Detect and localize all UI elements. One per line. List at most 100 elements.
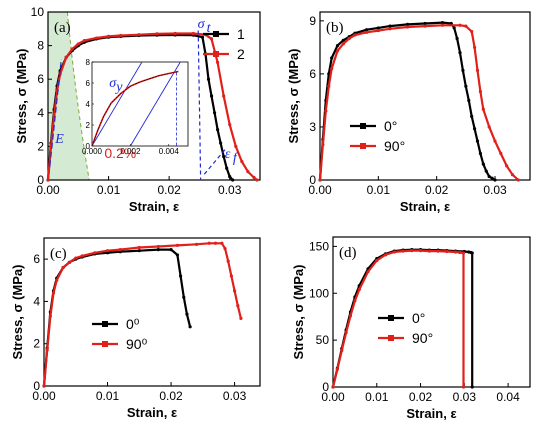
data-point bbox=[440, 21, 445, 25]
x-tick-label: 0.01 bbox=[365, 390, 389, 404]
inset-curve-overlay bbox=[91, 71, 179, 147]
inset-elastic-line bbox=[91, 61, 143, 147]
panel-label: (b) bbox=[326, 20, 344, 36]
data-point bbox=[324, 109, 328, 113]
x-tick-label: 0.01 bbox=[367, 183, 391, 197]
data-point bbox=[478, 151, 483, 156]
y-tick-label: 2 bbox=[33, 337, 40, 351]
data-point bbox=[375, 258, 379, 263]
data-point bbox=[478, 89, 483, 94]
data-point bbox=[156, 248, 160, 252]
data-point bbox=[330, 56, 334, 60]
y-tick-label: 100 bbox=[309, 286, 329, 300]
x-tick-label: 0.02 bbox=[425, 183, 449, 197]
data-point bbox=[423, 24, 427, 28]
data-point bbox=[405, 22, 410, 26]
series-line bbox=[318, 24, 520, 181]
data-point bbox=[493, 139, 497, 143]
x-tick-label: 0.00 bbox=[36, 183, 60, 197]
x-axis-label: Strain, ε bbox=[127, 405, 177, 420]
data-point bbox=[341, 38, 345, 42]
data-point bbox=[357, 287, 361, 292]
inset-y-tick-label: 6 bbox=[86, 79, 91, 88]
data-point bbox=[76, 42, 80, 46]
x-tick-label: 0.00 bbox=[308, 183, 332, 197]
data-point bbox=[232, 289, 237, 293]
data-point bbox=[410, 248, 414, 253]
inset-offset-line bbox=[130, 61, 181, 147]
series-line bbox=[42, 242, 242, 387]
data-point bbox=[340, 348, 344, 353]
data-point bbox=[418, 248, 423, 253]
data-point bbox=[155, 32, 159, 36]
data-point bbox=[119, 33, 123, 38]
data-point bbox=[229, 274, 234, 278]
series-line bbox=[42, 248, 192, 387]
data-point bbox=[335, 44, 340, 48]
y-tick-label: 4 bbox=[37, 106, 44, 120]
plot-frame bbox=[332, 236, 531, 388]
legend-swatch-marker bbox=[360, 123, 366, 129]
data-point bbox=[388, 27, 392, 31]
data-point bbox=[48, 314, 52, 318]
data-point bbox=[222, 94, 226, 98]
data-point bbox=[188, 325, 192, 329]
data-point bbox=[327, 72, 331, 76]
data-point bbox=[175, 253, 180, 257]
inset-x-tick-label: 0.002 bbox=[120, 147, 141, 156]
data-point bbox=[240, 159, 244, 164]
data-point bbox=[169, 248, 173, 252]
legend-swatch-marker bbox=[102, 341, 108, 347]
data-point bbox=[178, 274, 183, 278]
data-point bbox=[255, 178, 259, 182]
data-point bbox=[216, 128, 220, 132]
data-point bbox=[318, 178, 322, 182]
data-point bbox=[236, 304, 240, 308]
data-point bbox=[475, 68, 480, 72]
data-point bbox=[137, 33, 141, 37]
data-point bbox=[505, 164, 509, 168]
x-tick-label: 0.02 bbox=[159, 389, 183, 403]
legend-swatch-marker bbox=[213, 51, 219, 57]
sigma-t-label: σ bbox=[198, 17, 206, 32]
data-point bbox=[481, 162, 485, 166]
data-point bbox=[106, 34, 111, 38]
data-point bbox=[61, 266, 65, 270]
x-tick-label: 0.00 bbox=[321, 390, 345, 404]
y-tick-label: 9 bbox=[309, 14, 316, 28]
data-point bbox=[137, 249, 141, 253]
sigma-t-subscript: t bbox=[207, 21, 212, 36]
data-point bbox=[222, 154, 226, 159]
y-tick-label: 0 bbox=[37, 173, 44, 187]
sigma-y-label: σ bbox=[109, 76, 117, 91]
data-point bbox=[206, 77, 211, 81]
inset-y-tick-label: 0 bbox=[86, 142, 91, 151]
data-point bbox=[470, 29, 474, 34]
data-point bbox=[472, 45, 477, 49]
inset-y-tick-label: 2 bbox=[86, 121, 91, 130]
legend-entry: 1 bbox=[237, 26, 245, 42]
x-tick-label: 0.01 bbox=[97, 183, 121, 197]
y-tick-label: 50 bbox=[316, 333, 330, 347]
data-point bbox=[207, 241, 211, 245]
y-tick-label: 0 bbox=[33, 379, 40, 393]
plot-frame bbox=[43, 237, 261, 387]
sigma-y-subscript: y bbox=[114, 80, 123, 95]
data-point bbox=[470, 251, 474, 255]
data-point bbox=[445, 249, 449, 254]
data-point bbox=[45, 348, 49, 352]
panel-label: (a) bbox=[54, 20, 71, 36]
data-point bbox=[209, 37, 214, 41]
data-point bbox=[392, 250, 396, 254]
panel-c: 0.00 0.01 0.02 0.03 0 2 4 6 Strain, ε Stress, σ (… bbox=[10, 237, 261, 420]
data-point bbox=[64, 55, 68, 59]
data-point bbox=[464, 24, 468, 28]
legend-swatch-marker bbox=[360, 143, 366, 149]
x-axis-label: Strain, ε bbox=[129, 199, 179, 214]
data-point bbox=[118, 248, 122, 252]
data-point bbox=[209, 94, 214, 98]
data-point bbox=[228, 122, 232, 127]
y-tick-label: 6 bbox=[37, 72, 44, 86]
inset-frame bbox=[91, 61, 189, 147]
